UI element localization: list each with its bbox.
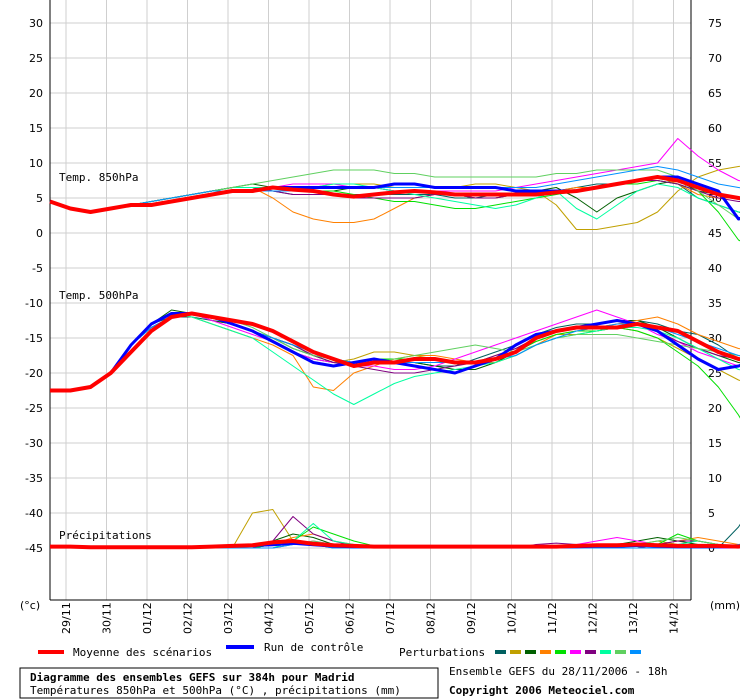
y-tick-right: 35 [708,297,722,310]
temp500-perturbation-line [50,313,740,405]
x-tick-label: 07/12 [384,602,397,634]
y-tick-left: -25 [25,402,43,415]
precip-perturbation-line [50,523,740,549]
y-tick-right: 5 [708,507,715,520]
legend-mean: Moyenne des scénarios [73,646,212,659]
x-tick-label: 13/12 [627,602,640,634]
label-temp850: Temp. 850hPa [59,171,138,184]
y-tick-right: 15 [708,437,722,450]
y-tick-left: -15 [25,332,43,345]
grid [49,0,692,601]
temp500-mean-line [50,311,740,393]
temp850-perturbation-line [49,180,740,213]
temp500-control-line [50,312,740,392]
label-precip: Précipitations [59,529,152,542]
perturbation-series [49,138,740,549]
unit-right: (mm) [710,599,740,612]
y-tick-left: 0 [36,227,43,240]
temp500-perturbation-line [50,309,740,391]
precip-mean-line [50,539,740,550]
x-tick-label: 12/12 [587,602,600,634]
x-tick-label: 09/12 [465,602,478,634]
y-tick-left: -35 [25,472,43,485]
footer-run: Ensemble GEFS du 28/11/2006 - 18h [449,665,668,678]
y-tick-left: -5 [32,262,43,275]
x-tick-label: 03/12 [222,602,235,634]
x-tick-label: 30/11 [101,602,114,634]
y-tick-left: 20 [29,87,43,100]
y-axis-left: -45 -40 -35 -30 -25 -20 -15 -10 -5 0 5 10 15 20 25 30 [25,17,43,555]
x-tick-label: 01/12 [141,602,154,634]
x-tick-label: 29/11 [60,602,73,634]
y-tick-left: 30 [29,17,43,30]
footer-box [19,667,439,699]
y-tick-right: 75 [708,17,722,30]
y-tick-left: 15 [29,122,43,135]
y-tick-right: 65 [708,87,722,100]
x-tick-label: 11/12 [546,602,559,634]
y-tick-right: 55 [708,157,722,170]
y-tick-left: -20 [25,367,43,380]
footer-title: Diagramme des ensembles GEFS sur 384h po… [30,671,355,684]
legend: Moyenne des scénarios Run de contrôle Pe… [38,641,641,659]
x-tick-label: 10/12 [506,602,519,634]
y-tick-left: -10 [25,297,43,310]
temp850-perturbation-line [49,169,740,221]
legend-perturbations: Perturbations [399,646,485,659]
x-tick-label: 05/12 [303,602,316,634]
footer-copyright: Copyright 2006 Meteociel.com [449,684,635,697]
temp500-perturbation-line [50,316,740,391]
x-tick-label: 08/12 [425,602,438,634]
y-tick-right: 70 [708,52,722,65]
y-tick-right: 20 [708,402,722,415]
temp850-mean-line [49,175,740,214]
x-tick-label: 02/12 [182,602,195,634]
y-tick-left: -45 [25,542,43,555]
precip-perturbation-line [50,509,740,549]
unit-left: (°c) [20,599,40,612]
x-axis: 29/11 30/11 01/12 02/12 03/12 04/12 05/12 06/12… [60,602,681,634]
legend-control: Run de contrôle [264,641,363,654]
x-tick-label: 04/12 [263,602,276,634]
temp500-perturbation-line [50,313,740,419]
y-tick-left: -40 [25,507,43,520]
y-tick-left: 10 [29,157,43,170]
x-tick-label: 14/12 [668,602,681,634]
footer-subtitle: Températures 850hPa et 500hPa (°C) , pré… [30,684,401,697]
y-tick-left: 25 [29,52,43,65]
y-tick-right: 60 [708,122,722,135]
y-tick-right: 40 [708,262,722,275]
y-tick-right: 10 [708,472,722,485]
label-temp500: Temp. 500hPa [59,289,138,302]
y-tick-left: -30 [25,437,43,450]
y-tick-right: 45 [708,227,722,240]
mean-series [49,175,740,550]
x-tick-label: 06/12 [344,602,357,634]
y-tick-left: 5 [36,192,43,205]
